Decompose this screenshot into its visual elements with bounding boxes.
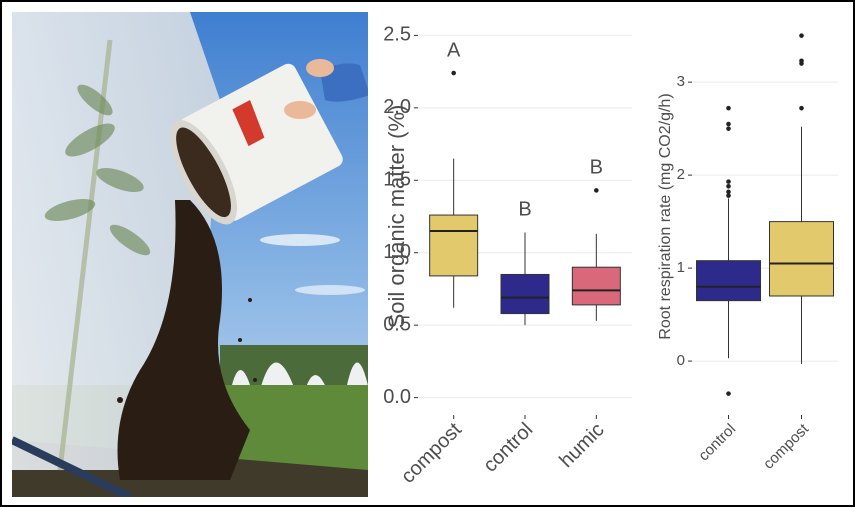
box xyxy=(501,274,549,313)
outlier xyxy=(799,106,804,111)
page: {"chart_data": [ {"type": "boxplot", "yl… xyxy=(0,0,855,507)
y-tick-label: 2.5 xyxy=(383,24,411,46)
box xyxy=(770,222,834,296)
figure: 0.00.51.01.52.02.5Soil organic matter (%… xyxy=(0,0,855,507)
outlier xyxy=(799,58,804,63)
y-tick-label: 1 xyxy=(677,259,685,276)
outlier xyxy=(726,190,731,195)
group-label: A xyxy=(447,39,461,61)
box xyxy=(697,261,761,301)
outlier xyxy=(726,391,731,396)
outlier xyxy=(726,126,731,131)
outlier xyxy=(451,71,456,76)
outlier xyxy=(726,122,731,127)
y-tick-label: 2 xyxy=(677,166,685,183)
group-label: B xyxy=(518,199,531,221)
outlier xyxy=(726,179,731,184)
outlier xyxy=(594,188,599,193)
outlier xyxy=(726,106,731,111)
y-axis-label: Root respiration rate (mg CO2/g/h) xyxy=(657,93,674,339)
y-tick-label: 0 xyxy=(677,352,685,369)
photo xyxy=(12,12,370,497)
box xyxy=(430,215,478,276)
outlier xyxy=(799,33,804,38)
box xyxy=(572,267,620,305)
outlier xyxy=(726,184,731,189)
y-axis-label: Soil organic matter (%) xyxy=(384,105,409,329)
y-tick-label: 0.0 xyxy=(383,386,411,408)
y-tick-label: 3 xyxy=(677,73,685,90)
group-label: B xyxy=(590,157,603,179)
